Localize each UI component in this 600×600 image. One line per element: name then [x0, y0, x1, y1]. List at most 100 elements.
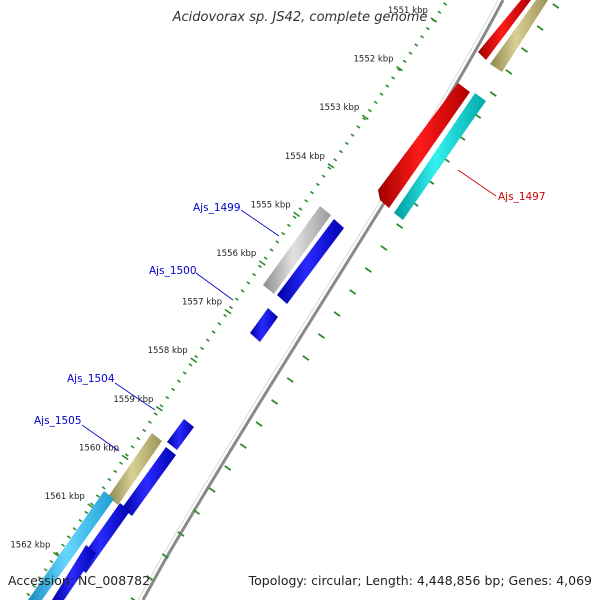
outer-tick [536, 25, 544, 31]
major-tick [190, 357, 198, 363]
minor-tick [61, 543, 66, 547]
scale-tick-label: 1560 kbp [79, 443, 119, 453]
outer-tick [333, 311, 341, 317]
gene-arrow-blue-lower-2[interactable] [52, 545, 96, 600]
gene-arrow-cyan[interactable] [394, 93, 486, 220]
gene-arrow-lightblue-ajs1505[interactable] [28, 491, 114, 600]
minor-tick [379, 92, 384, 96]
gene-label-ajs-1505[interactable]: Ajs_1505 [34, 415, 82, 427]
major-tick [361, 114, 369, 120]
minor-tick [292, 215, 297, 219]
gene-arrow-blue-small[interactable] [167, 419, 194, 450]
genome-backbone-inner [137, 0, 499, 600]
minor-tick [147, 420, 152, 424]
minor-tick [437, 10, 442, 14]
leader-ajs-1500 [195, 272, 234, 301]
minor-tick [66, 535, 71, 539]
gene-label-ajs-1497[interactable]: Ajs_1497 [498, 191, 546, 203]
minor-tick [124, 453, 129, 457]
minor-tick [55, 551, 60, 556]
minor-tick [26, 592, 31, 597]
minor-tick [229, 305, 233, 310]
minor-tick [339, 149, 343, 154]
minor-tick [257, 264, 262, 269]
outer-tick [505, 69, 513, 75]
minor-tick [130, 445, 135, 449]
scale-ticks-inner [26, 2, 448, 597]
minor-tick [304, 199, 309, 203]
gene-arrow-blue-ajs1500[interactable] [250, 308, 278, 342]
minor-tick [385, 84, 390, 88]
scale-tick-labels: 1551 kbp 1552 kbp 1553 kbp 1554 kbp 1555 kbp… [10, 6, 427, 551]
minor-tick [286, 223, 291, 228]
gene-arrow-blue-ajs1499[interactable] [277, 219, 344, 304]
gene-arrow-blue-ajs1504[interactable] [122, 447, 176, 516]
minor-tick [84, 510, 89, 515]
outer-tick [130, 597, 136, 600]
scale-tick-label: 1559 kbp [113, 395, 153, 405]
scale-tick-label: 1561 kbp [45, 492, 85, 502]
outer-tick [520, 47, 529, 53]
minor-tick [269, 248, 274, 252]
minor-tick [159, 404, 164, 408]
outer-tick [396, 223, 404, 229]
gene-arrow-red-top[interactable] [478, 0, 531, 60]
minor-tick [420, 35, 424, 39]
minor-tick [367, 108, 372, 113]
genome-summary-text: Topology: circular; Length: 4,448,856 bp… [248, 573, 592, 588]
minor-tick [142, 428, 147, 433]
outer-tick [177, 531, 185, 537]
minor-tick [72, 527, 77, 531]
minor-tick [246, 281, 251, 285]
minor-tick [350, 133, 355, 137]
minor-tick [176, 379, 181, 383]
gene-arrow-gray-ajs1499[interactable] [263, 206, 331, 294]
label-leaders [81, 169, 497, 452]
major-tick [430, 17, 438, 23]
outer-tick [192, 509, 200, 515]
minor-tick [402, 59, 407, 64]
minor-tick [344, 141, 349, 146]
major-tick [396, 65, 404, 72]
leader-ajs-1499 [240, 209, 280, 237]
major-tick [155, 406, 163, 412]
gene-labels: Ajs_1497 Ajs_1499 Ajs_1500 Ajs_1504 Ajs_… [34, 191, 546, 427]
accession-text: Accession: NC_008782 [8, 573, 151, 588]
scale-tick-label: 1556 kbp [216, 249, 256, 259]
genes-reverse-strand [28, 206, 344, 600]
minor-tick [425, 26, 430, 31]
minor-tick [373, 100, 378, 105]
scale-tick-label: 1558 kbp [148, 346, 188, 356]
minor-tick [391, 76, 396, 80]
major-tick [327, 163, 335, 169]
minor-tick [223, 313, 228, 318]
outer-tick [146, 575, 154, 581]
minor-tick [205, 338, 210, 342]
outer-tick [208, 487, 216, 493]
outer-tick [489, 91, 497, 97]
gene-label-ajs-1500[interactable]: Ajs_1500 [149, 265, 197, 277]
major-tick [121, 454, 129, 461]
minor-tick [182, 371, 187, 375]
minor-tick [95, 494, 100, 498]
gene-label-ajs-1499[interactable]: Ajs_1499 [193, 202, 241, 214]
leader-ajs-1505 [81, 424, 120, 452]
major-tick [293, 211, 301, 218]
minor-tick [78, 518, 83, 523]
gene-arrow-red-ajs1497[interactable] [378, 83, 470, 208]
gene-arrow-olive-top[interactable] [490, 0, 548, 72]
minor-tick [310, 190, 314, 195]
minor-tick [321, 174, 326, 178]
minor-tick [234, 297, 239, 301]
major-tick [258, 260, 266, 266]
major-tick [224, 308, 232, 315]
minor-tick [362, 117, 367, 121]
outer-tick [302, 355, 310, 361]
gene-arrow-olive-ajs1504[interactable] [108, 433, 162, 505]
scale-tick-label: 1555 kbp [251, 200, 291, 210]
minor-tick [165, 395, 170, 400]
gene-label-ajs-1504[interactable]: Ajs_1504 [67, 373, 115, 385]
minor-tick [275, 240, 280, 244]
